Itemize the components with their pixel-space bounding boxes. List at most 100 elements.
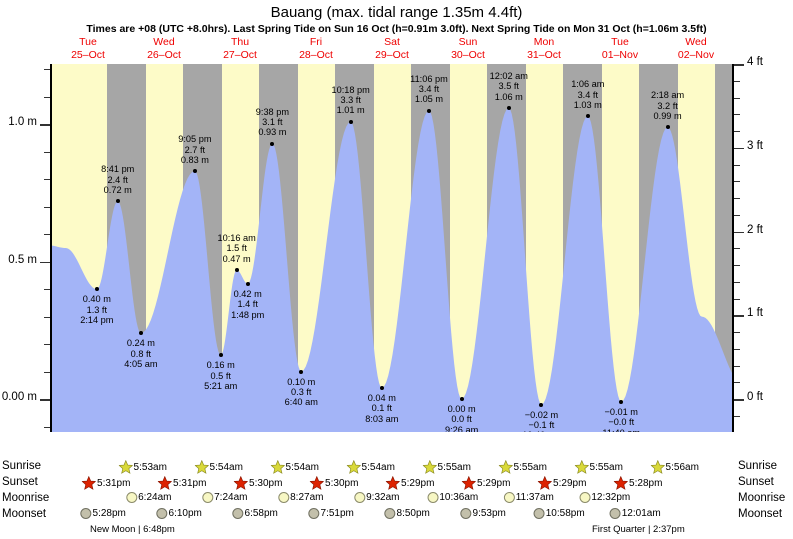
annot-feet: 3.5 ft [498, 81, 519, 92]
annot-time: 6:40 am [284, 397, 318, 408]
annot-meters: 0.00 m [447, 404, 476, 415]
moonset-entry: 9:53pm [460, 508, 506, 519]
moonrise-moon-icon [579, 492, 591, 503]
low-tide-annotation: 0.00 m 0.0 ft 9:26 am [445, 404, 478, 432]
day-column-label: Thu 27–Oct [202, 36, 278, 62]
annot-time: 9:05 pm [178, 134, 212, 145]
low-tide-annotation: −0.01 m−0.0 ft11:40 am [602, 407, 640, 432]
tide-extreme-marker [619, 399, 624, 404]
annot-meters: 0.10 m [287, 376, 316, 387]
annot-time: 2:14 pm [80, 315, 114, 325]
y-axis-tick-minor [734, 332, 740, 334]
tide-extreme-marker [94, 287, 99, 292]
astro-row-label-sunset-right: Sunset [738, 476, 774, 488]
tide-plot-area: 8:41 pm 2.4 ft 0.72 m 0.40 m 1.3 ft 2:14 pm 0.… [50, 64, 734, 432]
high-tide-annotation: 2:18 am 3.2 ft 0.99 m [651, 90, 684, 121]
day-column-label: Tue 01–Nov [582, 36, 658, 62]
annot-meters: 0.16 m [206, 360, 235, 371]
sunset-star-icon [538, 476, 553, 490]
annot-time: 5:21 am [204, 380, 238, 391]
moonrise-entry: 6:24am [126, 492, 171, 503]
moonrise-time: 6:24am [138, 492, 172, 503]
y-axis-feet: 4 ft 3 ft 2 ft 1 ft 0 ft [734, 56, 793, 432]
annot-feet: 3.3 ft [340, 95, 361, 106]
y-axis-tick-major [734, 64, 744, 66]
y-axis-tick-minor [734, 298, 740, 300]
moonrise-entry: 8:27am [278, 492, 323, 503]
sunrise-entry: 5:56am [650, 460, 699, 474]
day-column-label: Wed 26–Oct [126, 36, 202, 62]
y-axis-tick-major [40, 399, 50, 401]
astro-row-label-moonset-left: Moonset [2, 508, 47, 520]
sunset-star-icon [310, 476, 325, 490]
tide-extreme-marker [506, 105, 511, 110]
sunrise-star-icon [194, 460, 209, 474]
day-of-week: Tue [611, 36, 629, 48]
sunset-star-icon [386, 476, 401, 490]
y-axis-tick-minor [44, 206, 50, 208]
moonset-entry: 12:01am [609, 508, 661, 519]
y-axis-tick-minor [734, 198, 740, 200]
tide-extreme-marker [270, 141, 275, 146]
y-axis-tick-minor [734, 97, 740, 99]
day-date: 26–Oct [147, 49, 181, 61]
sunrise-star-icon [422, 460, 437, 474]
annot-time: 11:40 am [602, 428, 640, 432]
moonset-entry: 5:28pm [80, 508, 126, 519]
y-axis-tick-minor [734, 80, 740, 82]
moon-phase-note: New Moon | 6:48pm [90, 524, 175, 535]
sunrise-time: 5:54am [285, 461, 319, 473]
moonset-moon-icon [460, 508, 472, 519]
sunrise-time: 5:56am [665, 461, 699, 473]
tide-extreme-marker [138, 331, 143, 336]
moonrise-time: 7:24am [214, 492, 248, 503]
low-tide-annotation: 0.04 m 0.1 ft 8:03 am [365, 393, 398, 424]
day-header-row: Tue 25–Oct Wed 26–Oct Thu 27–Oct Fri 28–Oct Sat 2… [50, 36, 734, 64]
annot-feet: 3.2 ft [657, 100, 678, 111]
y-axis-tick-minor [734, 164, 740, 166]
astro-row-label-sunrise-left: Sunrise [2, 460, 41, 472]
annot-feet: 0.8 ft [130, 348, 152, 359]
sunset-entry: 5:31pm [82, 476, 130, 490]
annot-time: 4:05 am [124, 358, 158, 369]
sunset-star-icon [234, 476, 249, 490]
moonset-moon-icon [308, 508, 320, 519]
sunset-time: 5:29pm [477, 477, 511, 489]
y-axis-tick-major [734, 399, 744, 401]
moonset-time: 5:28pm [92, 508, 126, 519]
moonset-moon-icon [533, 508, 545, 519]
annot-feet: 0.3 ft [291, 386, 312, 397]
day-date: 31–Oct [527, 49, 561, 61]
high-tide-annotation: 8:41 pm 2.4 ft 0.72 m [101, 164, 134, 195]
sunset-entry: 5:30pm [310, 476, 358, 490]
y-axis-tick-minor [44, 234, 50, 236]
sunset-time: 5:29pm [553, 477, 587, 489]
annot-time: 9:26 am [445, 424, 479, 432]
astro-table: Sunrise Sunrise Sunset Sunset Moonrise Moonri… [0, 452, 793, 539]
low-tide-annotation: 0.40 m 1.3 ft 2:14 pm [80, 294, 113, 325]
moonset-time: 6:58pm [244, 508, 278, 519]
sunrise-entry: 5:54am [346, 460, 395, 474]
annot-time: 1:48 pm [231, 309, 265, 320]
annot-meters: 1.05 m [414, 94, 443, 105]
low-tide-annotation: 0.24 m 0.8 ft 4:05 am [124, 338, 157, 369]
y-axis-tick-major [40, 261, 50, 264]
high-tide-annotation: 11:06 pm 3.4 ft 1.05 m [410, 74, 448, 105]
y-axis-tick-major [40, 124, 50, 126]
high-tide-annotation: 9:05 pm 2.7 ft 0.83 m [178, 134, 211, 165]
annot-feet: 2.7 ft [184, 144, 206, 155]
night-band [715, 64, 732, 432]
y-axis-tick-minor [734, 281, 740, 283]
annot-feet: 1.5 ft [226, 243, 247, 254]
y-axis-tick-major [734, 315, 744, 317]
tide-extreme-marker [299, 369, 304, 374]
sunset-entry: 5:31pm [158, 476, 206, 490]
annot-meters: 0.72 m [103, 185, 132, 196]
sunset-time: 5:31pm [173, 477, 207, 489]
y-axis-label-feet: 1 ft [747, 307, 763, 320]
day-of-week: Thu [230, 36, 250, 48]
tide-extreme-marker [379, 386, 384, 391]
y-axis-tick-minor [734, 365, 740, 367]
astro-row-label-sunrise-right: Sunrise [738, 460, 777, 472]
